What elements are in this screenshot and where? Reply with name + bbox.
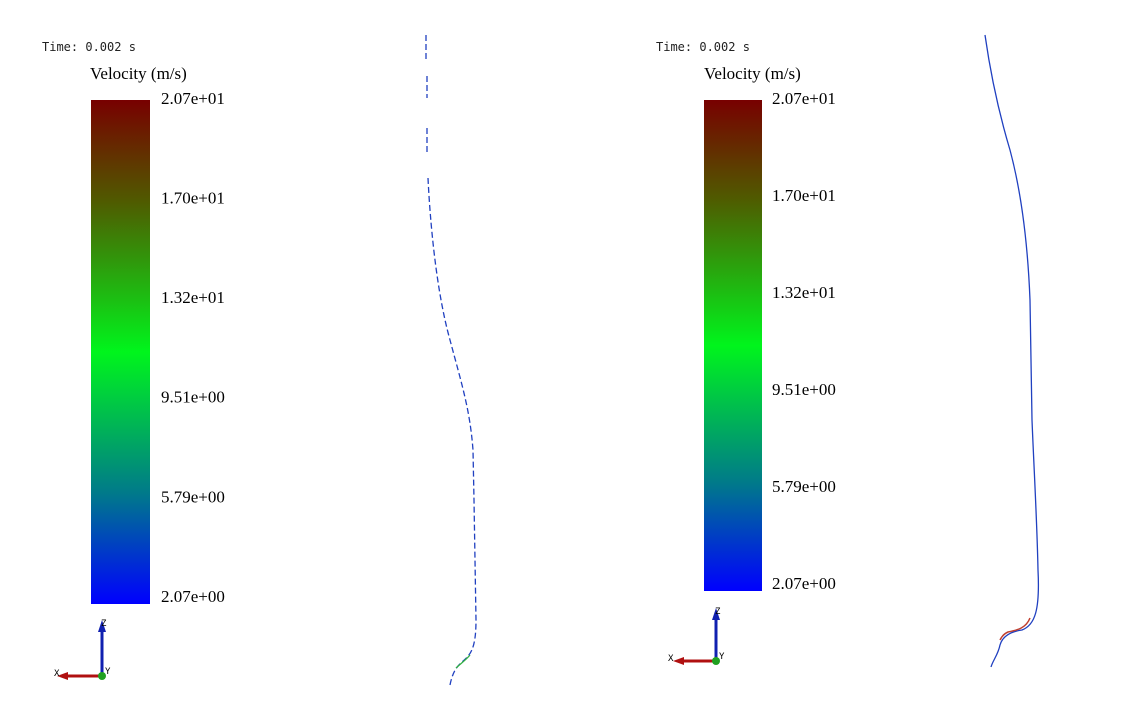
axis-triad: Z X Y [54,619,111,680]
time-label: Time: 0.002 s [42,40,136,54]
scale-label: 2.07e+01 [161,89,225,108]
legend-title: Velocity (m/s) [704,64,801,83]
axis-y: Y [719,652,725,662]
scale-label: 1.70e+01 [772,186,836,205]
scale-label: 2.07e+00 [772,574,836,593]
panel-left: Time: 0.002 s Velocity (m/s) 2.07e+01 1.7… [42,35,477,686]
scale-label: 1.32e+01 [161,288,225,307]
profile-highlight [999,617,1031,641]
axis-y: Y [105,667,111,677]
time-label: Time: 0.002 s [656,40,750,54]
scale-label: 2.07e+01 [772,89,836,108]
scale-label: 5.79e+00 [772,477,836,496]
axis-x: X [668,654,674,664]
color-scale [91,100,150,604]
axis-triad: Z X Y [668,607,725,665]
scale-label: 1.70e+01 [161,189,225,208]
profile-curve [425,35,477,686]
panel-right: Time: 0.002 s Velocity (m/s) 2.07e+01 1.7… [656,34,1040,668]
scale-labels: 2.07e+01 1.70e+01 1.32e+01 9.51e+00 5.79e+00… [772,89,836,593]
legend-title: Velocity (m/s) [90,64,187,83]
scale-label: 1.32e+01 [772,283,836,302]
scale-label: 9.51e+00 [161,388,225,407]
axis-x: X [54,669,60,679]
profile-curve [984,34,1040,668]
color-scale [704,100,762,591]
scale-labels: 2.07e+01 1.70e+01 1.32e+01 9.51e+00 5.79e+00… [161,89,225,606]
profile-highlight [455,654,471,669]
axis-z: Z [101,619,107,629]
scale-label: 5.79e+00 [161,487,225,506]
scale-label: 2.07e+00 [161,587,225,606]
axis-z: Z [715,607,721,617]
scale-label: 9.51e+00 [772,380,836,399]
